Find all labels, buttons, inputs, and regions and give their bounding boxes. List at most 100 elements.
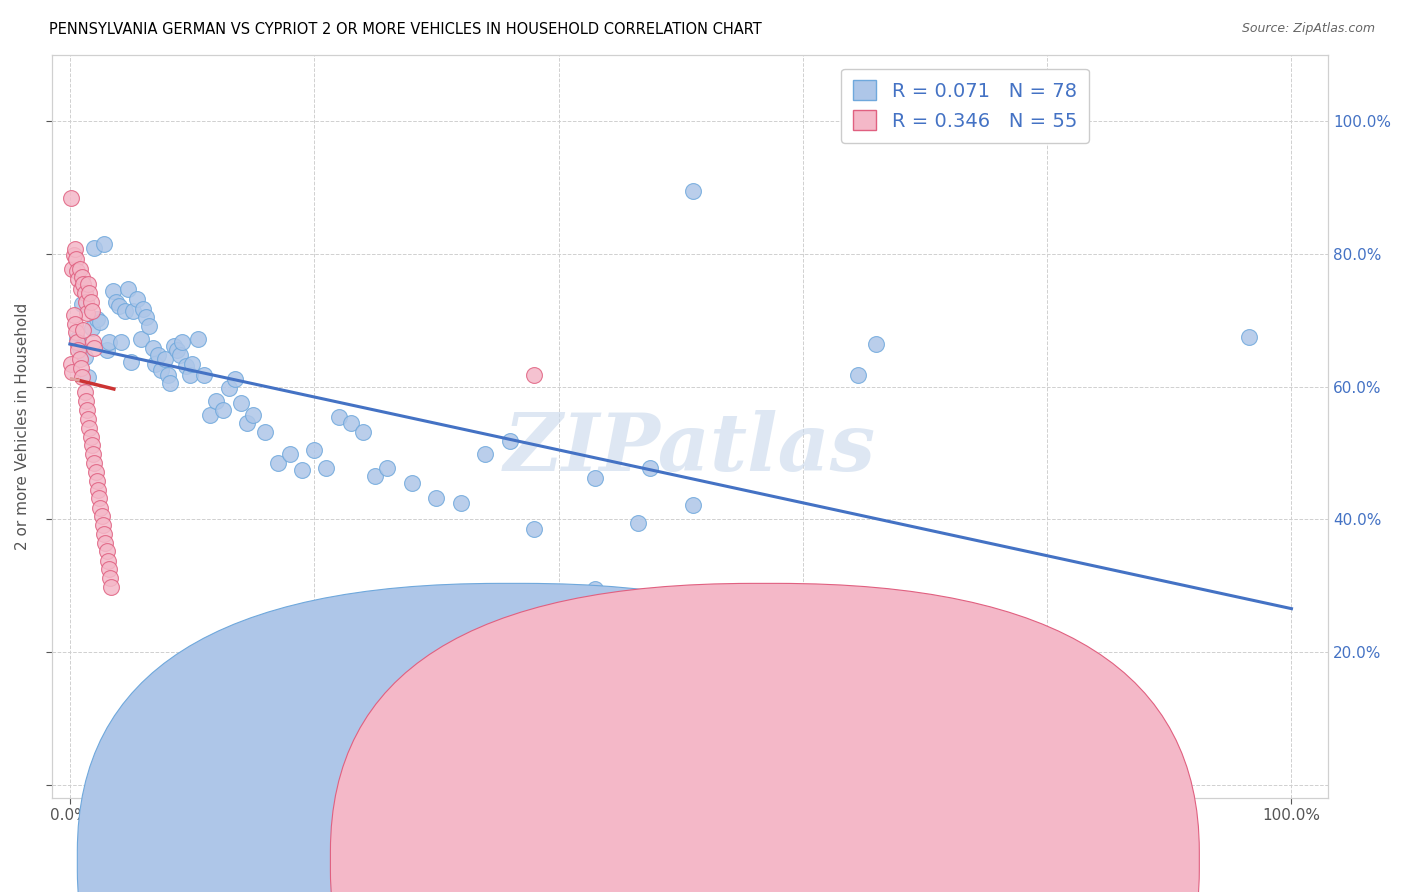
Point [146,348,169,362]
Point [179,368,201,382]
Point [742,615,765,630]
Point [97,553,120,567]
Point [63,242,86,256]
Point [1085,768,1108,782]
Point [66,332,89,346]
Legend: R = 0.071   N = 78, R = 0.346   N = 55: R = 0.071 N = 78, R = 0.346 N = 55 [841,69,1088,143]
Point [120,354,142,368]
Point [138,318,160,333]
Point [82,447,104,461]
Point [75,294,97,309]
Point [79,429,101,443]
Point [163,339,186,353]
Point [94,535,117,549]
Point [169,348,191,362]
Text: PENNSYLVANIA GERMAN VS CYPRIOT 2 OR MORE VEHICLES IN HOUSEHOLD CORRELATION CHART: PENNSYLVANIA GERMAN VS CYPRIOT 2 OR MORE… [49,22,762,37]
Point [682,498,704,512]
Point [498,434,520,449]
Point [117,282,139,296]
Point [474,447,496,461]
Point [76,305,98,319]
Point [302,442,325,457]
Point [77,277,100,291]
Point [73,385,96,400]
Point [70,297,93,311]
Point [266,456,288,470]
Point [72,277,94,291]
Point [69,351,91,366]
Point [63,317,86,331]
Point [91,517,114,532]
Point [65,252,87,267]
Point [89,491,111,506]
Point [340,417,363,431]
Point [450,496,472,510]
Point [523,368,546,382]
Text: ▪ Pennsylvania Germans: ▪ Pennsylvania Germans [467,852,658,866]
Point [174,359,197,373]
Point [73,285,96,300]
Point [82,334,104,349]
Point [67,272,90,286]
Point [135,310,157,325]
Point [181,357,204,371]
Point [98,571,121,585]
Point [187,332,209,346]
Point [75,394,97,409]
Point [865,336,887,351]
Point [100,580,122,594]
Point [364,469,387,483]
Point [523,523,546,537]
Point [627,516,650,530]
Point [83,342,105,356]
Point [153,351,176,366]
Point [67,343,90,358]
Point [69,261,91,276]
Point [60,261,83,276]
Point [80,321,103,335]
Point [377,460,399,475]
Point [60,357,83,371]
Point [77,411,100,425]
Point [76,403,98,417]
Point [70,270,93,285]
Point [79,285,101,300]
Point [328,409,350,424]
Point [79,294,101,309]
Point [110,334,132,349]
Point [97,334,120,349]
Point [69,342,91,356]
Point [315,460,337,475]
Y-axis label: 2 or more Vehicles in Household: 2 or more Vehicles in Household [15,303,30,550]
Point [125,292,148,306]
Point [66,334,89,349]
Point [70,361,93,376]
Point [166,343,188,358]
Point [60,365,83,379]
Point [89,315,111,329]
Point [425,592,447,607]
Point [62,308,84,322]
Point [425,491,447,506]
Point [97,562,120,576]
Point [107,299,129,313]
Point [83,240,105,254]
Point [79,421,101,435]
Point [172,334,194,349]
Point [93,527,115,541]
Text: ZIPatlas: ZIPatlas [503,410,876,488]
Point [73,350,96,364]
Point [65,326,87,340]
Point [200,408,222,422]
Point [150,363,173,377]
Point [682,184,704,198]
Text: ▪ Cypriots: ▪ Cypriots [804,852,883,866]
Point [638,460,661,475]
Point [132,301,155,316]
Point [70,282,93,296]
Point [193,368,215,382]
Point [77,369,100,384]
Point [401,475,423,490]
Point [80,303,103,318]
Point [224,372,246,386]
